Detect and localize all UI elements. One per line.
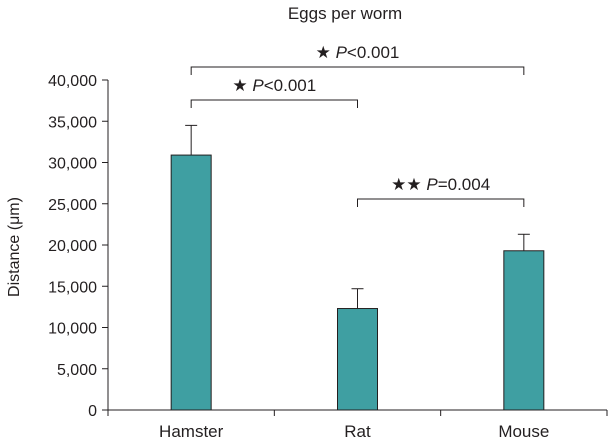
bar <box>503 250 545 411</box>
significance-bracket <box>190 99 358 108</box>
x-tick-label: Mouse <box>498 422 549 441</box>
bar-series <box>170 154 545 411</box>
y-tick-label: 15,000 <box>48 279 97 296</box>
x-tick-label: Hamster <box>159 422 224 441</box>
p-symbol: P <box>336 43 348 62</box>
p-symbol: P <box>252 76 264 95</box>
y-tick-label: 25,000 <box>48 197 97 214</box>
significance-label: ★ P<0.001 <box>316 43 400 62</box>
significance-stars: ★ <box>316 43 336 62</box>
y-axis-label: Distance (μm) <box>6 197 23 297</box>
y-tick-label: 10,000 <box>48 321 97 338</box>
p-value: <0.001 <box>264 76 316 95</box>
significance-annotations: ★ P<0.001★ P<0.001★★ P=0.004 <box>190 43 525 207</box>
y-tick-label: 0 <box>88 403 97 420</box>
y-axis: 0 5,000 10,000 15,000 20,000 25,000 30,000 35,0… <box>48 73 109 420</box>
y-tick-label: 35,000 <box>48 114 97 131</box>
x-axis: Hamster Rat Mouse <box>107 409 608 441</box>
error-bars <box>185 124 530 309</box>
bar <box>170 154 212 411</box>
bar <box>337 308 378 411</box>
p-value: <0.001 <box>347 43 399 62</box>
y-tick-label: 20,000 <box>48 238 97 255</box>
significance-label: ★ P<0.001 <box>232 76 316 95</box>
y-tick-label: 5,000 <box>57 362 97 379</box>
significance-stars: ★★ <box>391 175 426 194</box>
p-symbol: P <box>426 175 438 194</box>
significance-bracket <box>190 66 525 75</box>
significance-label: ★★ P=0.004 <box>391 175 490 194</box>
y-tick-label: 30,000 <box>48 156 97 173</box>
chart-title: Eggs per worm <box>288 4 402 23</box>
significance-bracket <box>357 198 525 207</box>
x-tick-label: Rat <box>344 422 371 441</box>
significance-stars: ★ <box>232 76 252 95</box>
p-value: =0.004 <box>438 175 490 194</box>
y-tick-label: 40,000 <box>48 73 97 90</box>
